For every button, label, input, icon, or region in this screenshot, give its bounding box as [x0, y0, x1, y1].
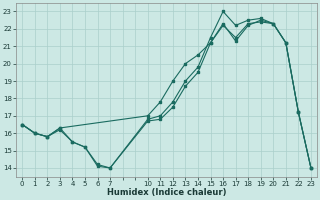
X-axis label: Humidex (Indice chaleur): Humidex (Indice chaleur)	[107, 188, 226, 197]
